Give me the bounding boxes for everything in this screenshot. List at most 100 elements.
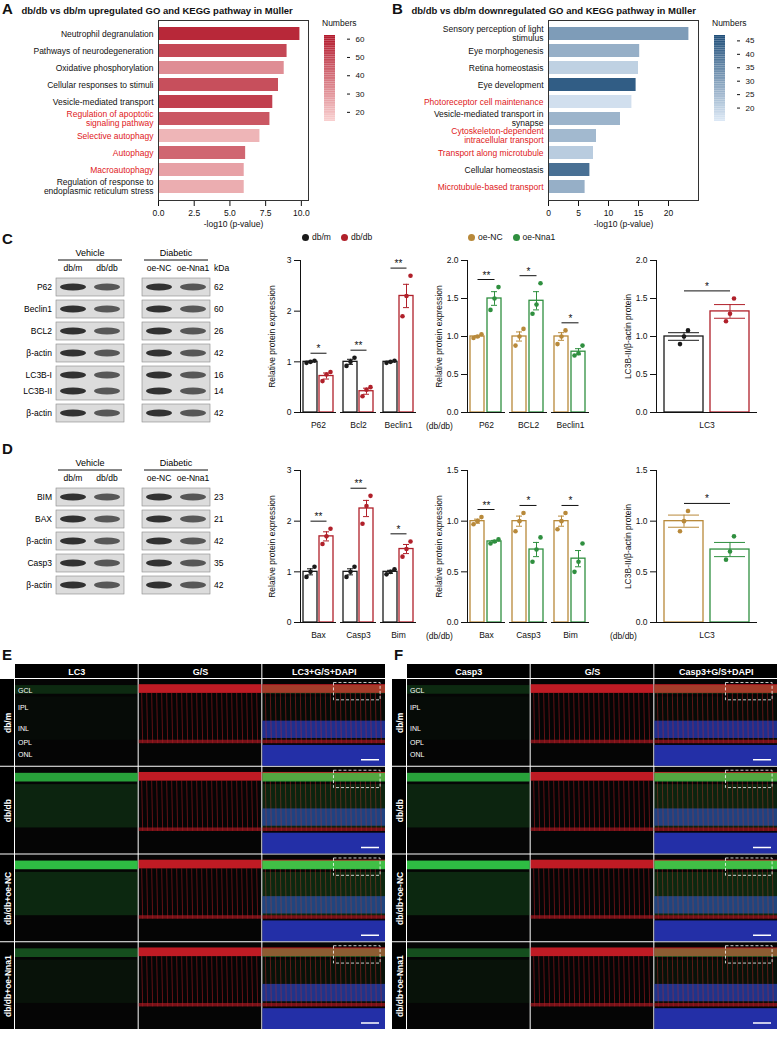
svg-text:2.0: 2.0 (447, 255, 459, 265)
svg-text:0.5: 0.5 (447, 567, 459, 577)
svg-text:db/m: db/m (64, 263, 83, 273)
svg-text:P62: P62 (311, 420, 326, 430)
svg-text:Vehicle: Vehicle (75, 248, 104, 258)
svg-text:**: ** (355, 340, 363, 351)
svg-text:BAX: BAX (35, 514, 52, 524)
svg-text:1.0: 1.0 (636, 331, 648, 341)
svg-text:1.0: 1.0 (447, 516, 459, 526)
svg-text:Selective autophagy: Selective autophagy (77, 131, 154, 141)
svg-text:16: 16 (214, 370, 224, 380)
svg-text:-log10 (p-value): -log10 (p-value) (204, 219, 264, 229)
svg-text:Vesicle-mediated transport: Vesicle-mediated transport (53, 97, 154, 107)
svg-text:3: 3 (287, 465, 292, 475)
svg-text:2: 2 (287, 306, 292, 316)
svg-text:40: 40 (356, 71, 365, 80)
svg-text:BCL2: BCL2 (31, 326, 53, 336)
svg-text:0.0: 0.0 (153, 208, 165, 218)
svg-text:Casp3: Casp3 (27, 558, 52, 568)
svg-text:Microtubule-based transport: Microtubule-based transport (438, 182, 544, 192)
svg-text:*: * (317, 343, 321, 354)
svg-text:1.5: 1.5 (447, 293, 459, 303)
svg-text:Neutrophil degranulation: Neutrophil degranulation (61, 29, 154, 39)
svg-text:0.0: 0.0 (447, 617, 459, 627)
svg-text:LC3B-II: LC3B-II (23, 386, 52, 396)
svg-text:ONL: ONL (18, 751, 33, 758)
svg-text:G/S: G/S (193, 667, 209, 677)
svg-text:Bax: Bax (479, 630, 494, 640)
svg-text:0.0: 0.0 (636, 407, 648, 417)
svg-text:0.0: 0.0 (636, 617, 648, 627)
svg-text:db/m: db/m (395, 712, 405, 733)
svg-text:42: 42 (214, 348, 224, 358)
svg-text:Regulation of apoptoticsignali: Regulation of apoptoticsignaling pathway (67, 109, 155, 128)
svg-text:Diabetic: Diabetic (160, 248, 193, 258)
svg-text:Eye development: Eye development (478, 80, 544, 90)
svg-text:Relative protein expression: Relative protein expression (267, 495, 277, 598)
svg-text:db/db: db/db (395, 799, 405, 822)
svg-text:β-actin: β-actin (26, 580, 52, 590)
svg-text:25: 25 (746, 90, 755, 99)
svg-text:*: * (705, 281, 709, 292)
svg-text:2.5: 2.5 (188, 208, 200, 218)
svg-text:**: ** (355, 478, 363, 489)
svg-text:*: * (527, 266, 531, 277)
svg-text:Casp3: Casp3 (346, 630, 371, 640)
svg-text:OPL: OPL (18, 739, 32, 746)
svg-text:1.0: 1.0 (636, 516, 648, 526)
svg-text:db/db: db/db (96, 473, 118, 483)
svg-text:**: ** (483, 500, 491, 511)
svg-text:Photoreceptor cell maintenance: Photoreceptor cell maintenance (424, 97, 544, 107)
svg-text:LC3+G/S+DAPI: LC3+G/S+DAPI (292, 667, 357, 677)
svg-text:IPL: IPL (18, 704, 29, 711)
svg-text:GCL: GCL (18, 687, 33, 694)
svg-text:62: 62 (214, 282, 224, 292)
svg-text:*: * (705, 493, 709, 504)
svg-text:10: 10 (604, 208, 614, 218)
svg-text:1.5: 1.5 (636, 293, 648, 303)
svg-text:45: 45 (746, 36, 755, 45)
svg-text:30: 30 (356, 90, 365, 99)
svg-text:db/db+oe-NC: db/db+oe-NC (3, 872, 13, 925)
svg-text:*: * (527, 495, 531, 506)
svg-text:Cytoskeleton-dependentintracel: Cytoskeleton-dependentintracellular tran… (451, 126, 544, 145)
svg-text:2.0: 2.0 (636, 255, 648, 265)
svg-text:0: 0 (546, 208, 551, 218)
svg-text:20: 20 (664, 208, 674, 218)
svg-text:42: 42 (214, 536, 224, 546)
svg-text:db/m: db/m (3, 712, 13, 733)
svg-text:1.5: 1.5 (636, 465, 648, 475)
svg-text:0.0: 0.0 (447, 407, 459, 417)
svg-text:Relative protein expression: Relative protein expression (267, 285, 277, 388)
svg-text:kDa: kDa (214, 263, 229, 273)
svg-text:β-actin: β-actin (26, 408, 52, 418)
svg-text:Beclin1: Beclin1 (385, 420, 413, 430)
svg-text:Relative protein expression: Relative protein expression (434, 495, 444, 598)
svg-text:INL: INL (18, 725, 29, 732)
svg-text:Eye morphogenesis: Eye morphogenesis (468, 46, 543, 56)
svg-text:P62: P62 (479, 420, 494, 430)
svg-text:14: 14 (214, 386, 224, 396)
svg-text:BCL2: BCL2 (518, 420, 540, 430)
svg-text:2: 2 (287, 516, 292, 526)
svg-text:7.5: 7.5 (260, 208, 272, 218)
svg-text:35: 35 (746, 63, 755, 72)
svg-text:3: 3 (287, 255, 292, 265)
svg-text:Bax: Bax (311, 630, 326, 640)
svg-text:5: 5 (576, 208, 581, 218)
svg-text:*: * (397, 524, 401, 535)
svg-text:60: 60 (356, 35, 365, 44)
svg-text:LC3B-II/β-actin protein: LC3B-II/β-actin protein (623, 294, 633, 379)
svg-text:*: * (569, 495, 573, 506)
svg-text:30: 30 (746, 77, 755, 86)
svg-text:db/db+oe-Nna1: db/db+oe-Nna1 (3, 955, 13, 1017)
svg-text:15: 15 (634, 208, 644, 218)
svg-text:**: ** (483, 270, 491, 281)
svg-text:0: 0 (287, 407, 292, 417)
svg-text:Casp3+G/S+DAPI: Casp3+G/S+DAPI (679, 667, 754, 677)
svg-text:β-actin: β-actin (26, 348, 52, 358)
svg-text:Beclin1: Beclin1 (557, 420, 585, 430)
svg-text:1: 1 (287, 357, 292, 367)
svg-text:**: ** (315, 511, 323, 522)
svg-text:23: 23 (214, 492, 224, 502)
svg-text:P62: P62 (37, 282, 52, 292)
